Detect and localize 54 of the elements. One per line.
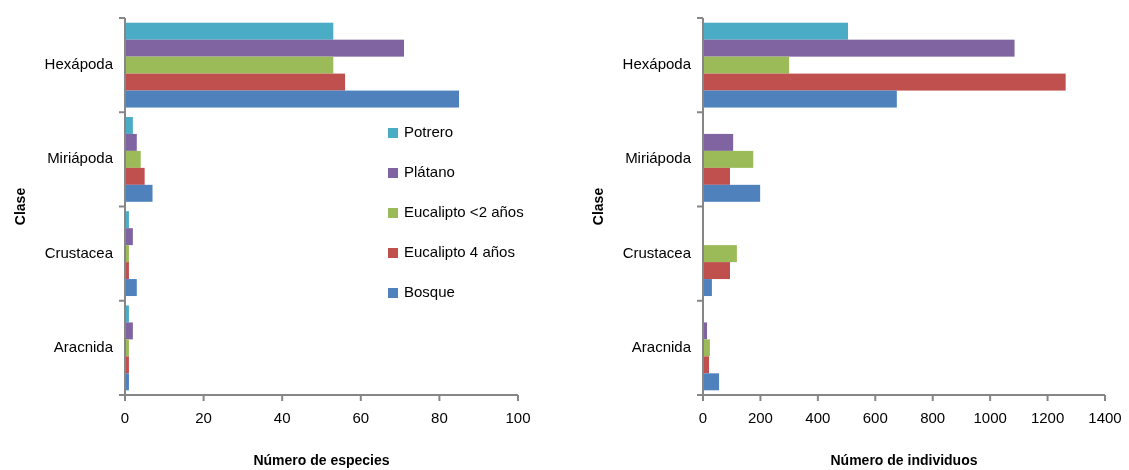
x-tick-label: 1000 [973,409,1007,426]
y-tick-label: Crustacea [622,243,692,261]
bar [703,167,730,185]
bar [703,22,849,40]
y-tick-label: Aracnida [53,337,114,355]
legend-label: Bosque [404,282,455,300]
y-tick-label: Miriápoda [47,149,114,167]
bar [125,184,153,202]
bar [125,150,141,168]
x-tick-label: 100 [505,409,531,426]
x-tick-label: 0 [120,409,130,426]
y-tick-label: Aracnida [631,337,692,355]
bar [703,279,712,297]
x-tick-label: 0 [698,409,708,426]
bar [703,90,897,108]
bar [703,56,790,74]
bar [703,150,754,168]
x-tick-label: 80 [431,409,448,426]
legend-label: Potrero [404,122,454,140]
legend-label: Eucalipto <2 años [404,202,524,220]
x-tick-label: 20 [195,409,212,426]
x-axis-title: Número de individuos [830,452,978,468]
bar [703,184,761,202]
y-axis-title: Clase [590,187,606,226]
bar [125,39,405,57]
x-tick-label: 400 [805,409,831,426]
legend-label: Eucalipto 4 años [404,242,515,260]
x-tick-label: 1400 [1088,409,1122,426]
bar [125,133,137,151]
y-tick-label: Miriápoda [625,149,692,167]
bar [703,373,720,391]
x-tick-label: 200 [747,409,773,426]
bar [703,39,1015,57]
bar [125,56,334,74]
bar [125,22,334,40]
y-tick-label: Crustacea [44,243,114,261]
x-tick-label: 40 [273,409,291,426]
bar [125,167,145,185]
y-axis-title: Clase [12,187,28,226]
y-tick-label: Hexápoda [622,55,692,73]
x-axis-title: Número de especies [253,452,390,468]
legend-label: Plátano [404,162,455,180]
x-tick-label: 1200 [1030,409,1065,426]
x-tick-label: 60 [352,409,370,426]
bar [703,245,737,263]
bar [703,73,1066,91]
x-tick-label: 800 [920,409,946,426]
bar [703,262,730,280]
bar [703,133,734,151]
y-tick-label: Hexápoda [44,55,114,73]
bar [125,279,137,297]
bar [125,90,460,108]
x-tick-label: 600 [862,409,888,426]
bar [125,73,346,91]
